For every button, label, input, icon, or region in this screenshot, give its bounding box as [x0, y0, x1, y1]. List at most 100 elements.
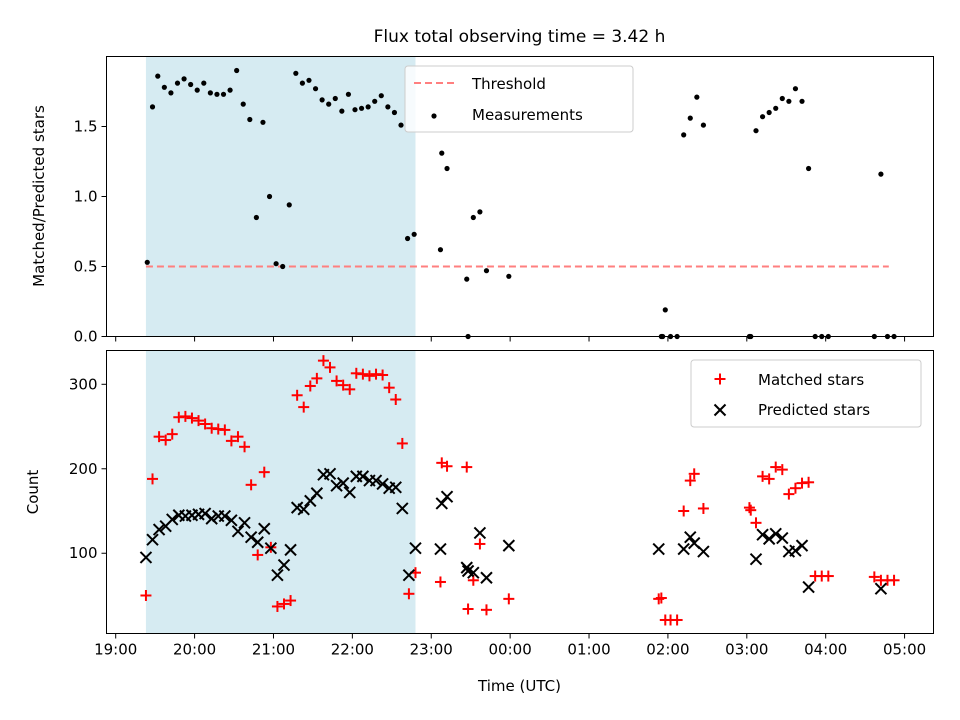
- predicted-point: [330, 479, 343, 492]
- matched-point: [160, 434, 172, 446]
- predicted-point: [467, 566, 480, 579]
- measurement-point: [253, 214, 259, 221]
- predicted-point-b: [461, 564, 475, 578]
- measurement-point: [266, 193, 273, 200]
- matched-point: [179, 410, 191, 422]
- predicted-point: [677, 542, 690, 556]
- matched-point: [697, 502, 709, 514]
- matched-point: [462, 603, 474, 615]
- matched-point: [331, 375, 343, 387]
- predicted-point: [251, 536, 264, 549]
- predicted-point-b: [473, 526, 487, 540]
- predicted-point: [502, 539, 516, 552]
- predicted-point-b: [323, 467, 337, 481]
- x-tick-label: 00:00: [489, 641, 532, 659]
- matched-point: [153, 431, 165, 443]
- predicted-point-b: [284, 543, 297, 557]
- measurement-point: [155, 73, 161, 79]
- measurement-point: [194, 87, 200, 93]
- measurement-point: [470, 214, 476, 221]
- predicted-point: [795, 539, 809, 552]
- predicted-point-b: [389, 481, 402, 494]
- predicted-point: [440, 490, 454, 503]
- measurement-point: [483, 268, 490, 274]
- predicted-point: [369, 474, 383, 487]
- y-tick-label: 200: [69, 460, 98, 478]
- predicted-point-b: [802, 580, 815, 594]
- predicted-point-b: [218, 509, 232, 523]
- measurement-point: [437, 247, 444, 253]
- predicted-point-b: [310, 487, 324, 500]
- predicted-point-b: [172, 509, 186, 522]
- matched-point: [199, 418, 211, 430]
- predicted-point: [139, 551, 153, 564]
- predicted-point: [225, 514, 238, 527]
- matched-point: [193, 415, 205, 427]
- predicted-point: [277, 558, 291, 572]
- predicted-point-b: [756, 528, 769, 541]
- predicted-point: [396, 502, 409, 515]
- predicted-point: [874, 582, 888, 595]
- matched-point: [363, 370, 375, 382]
- matched-point: [390, 393, 402, 405]
- matched-point: [278, 598, 290, 610]
- matched-point: [745, 504, 757, 516]
- predicted-point: [652, 542, 665, 556]
- measurement-point: [799, 98, 805, 104]
- count-legend-box: [690, 359, 922, 428]
- measurement-point: [326, 101, 332, 107]
- predicted-point-b: [677, 542, 690, 556]
- predicted-point: [336, 476, 350, 490]
- predicted-point: [231, 525, 245, 538]
- x-tick-label: 21:00: [252, 641, 295, 659]
- measurement-point: [286, 202, 292, 208]
- y-tick-label: 1.0: [74, 188, 98, 206]
- matched-point: [317, 355, 329, 367]
- x-tick-label: 02:00: [646, 641, 689, 659]
- matched-point: [888, 574, 900, 586]
- measurement-point: [280, 263, 286, 270]
- predicted-point: [376, 477, 389, 491]
- measurement-point: [404, 235, 411, 242]
- matched-point: [868, 571, 880, 583]
- predicted-point-b: [396, 502, 409, 515]
- predicted-point: [152, 523, 166, 536]
- measurement-point: [464, 276, 470, 282]
- predicted-point-b: [369, 474, 383, 487]
- x-tick-label: 22:00: [331, 641, 374, 659]
- predicted-point: [697, 545, 710, 558]
- predicted-point: [473, 526, 487, 540]
- matched-point: [324, 361, 336, 373]
- predicted-point: [402, 569, 416, 582]
- measurement-point: [339, 108, 345, 114]
- matched-point: [166, 428, 178, 440]
- predicted-point-b: [688, 536, 701, 550]
- predicted-point-b: [205, 512, 218, 525]
- observing-window-span: [145, 56, 416, 337]
- matched-stars-series: [140, 355, 900, 626]
- matched-point: [789, 482, 801, 494]
- count-panel: 19:00 20:00 21:00 22:00 23:00 00:00 01:00 02:00…: [24, 350, 934, 695]
- predicted-point-b: [409, 541, 422, 555]
- predicted-stars-series: [139, 467, 888, 595]
- matched-point: [441, 460, 453, 472]
- predicted-point-b: [297, 503, 310, 516]
- matched-point: [337, 379, 349, 391]
- legend-measurements-label: Measurements: [472, 106, 583, 124]
- matched-point: [383, 382, 395, 394]
- predicted-point: [749, 552, 763, 566]
- predicted-point: [166, 513, 179, 526]
- predicted-point-b: [271, 569, 284, 582]
- predicted-point: [271, 569, 284, 582]
- matched-point: [480, 604, 492, 616]
- measurement-point: [477, 209, 483, 215]
- measurement-point: [174, 80, 181, 86]
- predicted-point: [323, 467, 337, 481]
- measurement-point: [149, 104, 156, 110]
- matched-point: [474, 538, 486, 550]
- matched-point: [252, 549, 264, 561]
- measurement-point: [786, 98, 792, 104]
- predicted-point: [356, 470, 370, 483]
- measurement-point: [306, 77, 312, 83]
- measurement-point: [144, 259, 150, 265]
